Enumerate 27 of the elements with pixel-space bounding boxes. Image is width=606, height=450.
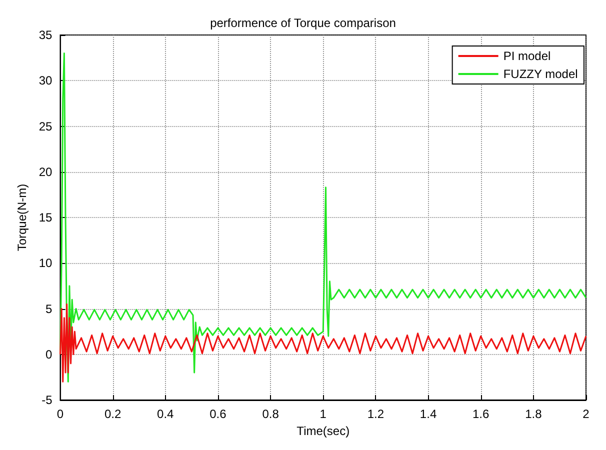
y-tick-label: 30 xyxy=(38,74,53,88)
line-series xyxy=(60,303,587,382)
y-tick-label: 35 xyxy=(38,28,53,42)
x-axis-title: Time(sec) xyxy=(296,424,350,438)
x-tick-label: 0 xyxy=(56,407,64,421)
x-tick-label: 2 xyxy=(582,407,590,421)
y-tick-label: -5 xyxy=(42,393,53,407)
y-tick-label: 0 xyxy=(46,347,53,362)
y-tick-label: 15 xyxy=(38,210,53,224)
legend-label: PI model xyxy=(503,49,551,63)
y-tick-label: 5 xyxy=(46,302,53,316)
x-tick-label: 1.6 xyxy=(472,407,490,421)
x-tick-label: 1.2 xyxy=(367,407,384,421)
y-tick-label: 25 xyxy=(38,119,53,134)
x-tick-label: 0.8 xyxy=(262,407,280,421)
x-tick-label: 1.8 xyxy=(525,407,542,421)
legend-label: FUZZY model xyxy=(503,67,578,81)
x-tick-label: 0.2 xyxy=(104,407,122,421)
y-axis-title: Torque(N-m) xyxy=(15,184,29,252)
x-tick-label: 1 xyxy=(320,407,327,421)
y-tick-label: 20 xyxy=(38,164,53,179)
line-series xyxy=(60,52,587,382)
chart-title: performence of Torque comparison xyxy=(210,16,396,30)
x-tick-label: 0.6 xyxy=(210,407,227,421)
x-tick-label: 1.4 xyxy=(420,407,437,421)
x-tick-label: 0.4 xyxy=(157,407,174,421)
y-tick-label: 10 xyxy=(38,256,53,270)
